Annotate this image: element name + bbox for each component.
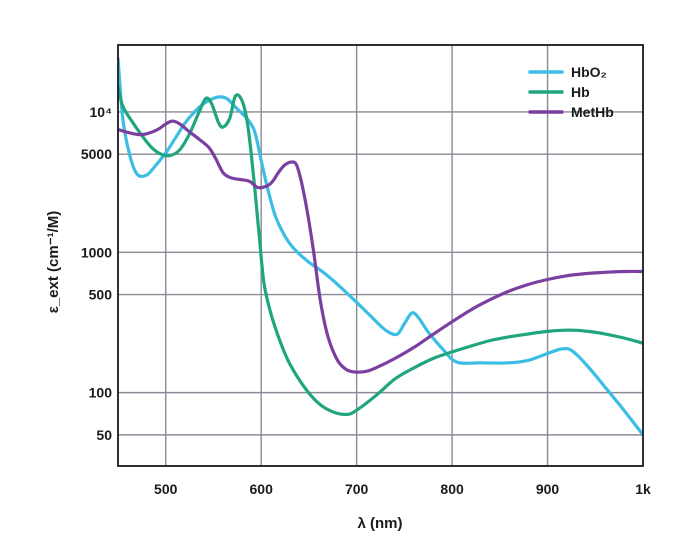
legend-label: MetHb: [571, 104, 614, 120]
plot-frame: [117, 44, 644, 467]
series-line-1: [118, 57, 643, 437]
y-axis-label-group: ε_ext (cm⁻¹/M): [45, 211, 62, 314]
series-line-3: [118, 119, 643, 374]
y-tick-label: 5000: [81, 146, 112, 162]
x-tick-label: 600: [250, 481, 274, 497]
x-tick-label: 900: [536, 481, 560, 497]
series-group: [118, 57, 643, 437]
y-tick-label: 50: [96, 427, 112, 443]
y-tick-label: 100: [89, 385, 113, 401]
x-tick-label: 700: [345, 481, 369, 497]
legend-label: HbO₂: [571, 64, 607, 80]
y-tick-label: 10⁴: [90, 104, 113, 120]
legend: HbO₂ Hb MetHb: [528, 64, 614, 120]
x-axis-label: λ (nm): [358, 515, 403, 532]
y-tick-labels: 10⁴ 5000 1000 500 100 50: [81, 104, 112, 443]
y-axis-label: ε_ext (cm⁻¹/M): [45, 211, 62, 314]
grid: [118, 45, 643, 466]
series-line-2: [118, 85, 643, 417]
x-tick-labels: 500 600 700 800 900 1k: [154, 481, 651, 497]
x-tick-label: 800: [440, 481, 464, 497]
legend-label: Hb: [571, 84, 590, 100]
x-tick-label: 1k: [635, 481, 651, 497]
y-tick-label: 1000: [81, 244, 112, 260]
x-tick-label: 500: [154, 481, 178, 497]
y-tick-label: 500: [89, 287, 113, 303]
